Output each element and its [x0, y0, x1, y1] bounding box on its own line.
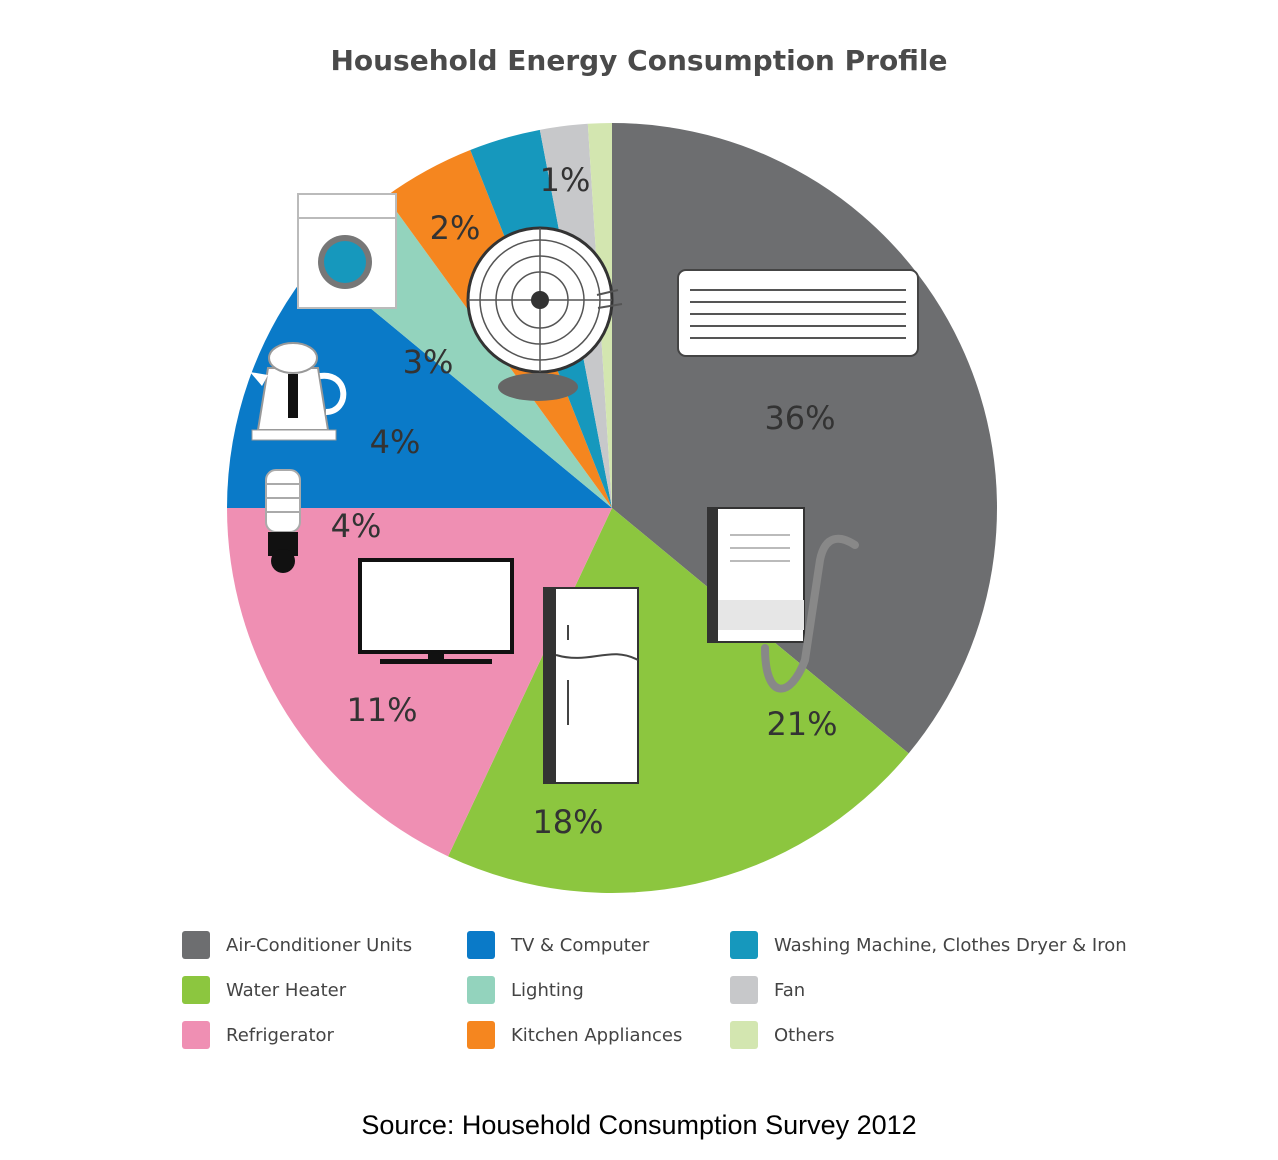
water-heater-icon: [707, 507, 859, 693]
refrigerator-icon: [543, 587, 639, 784]
slice-label: 18%: [532, 803, 603, 841]
tv-icon: [358, 558, 514, 664]
slices-layer: [227, 123, 997, 893]
kettle-icon: [250, 342, 347, 441]
slice-label: 1%: [540, 161, 591, 199]
slice-label: 4%: [331, 507, 382, 545]
washing-machine-icon: [297, 193, 397, 309]
chart-title: Household Energy Consumption Profile: [330, 44, 948, 77]
slice-label: 21%: [766, 705, 837, 743]
source-note: Source: Household Consumption Survey 201…: [361, 1110, 917, 1140]
fan-icon: [466, 226, 623, 401]
slice-label: 4%: [370, 423, 421, 461]
labels-layer: 36% 21% 18% 11% 4% 4% 3% 2% 1%: [331, 161, 838, 841]
pie-slice: [227, 262, 612, 508]
pie-slice: [448, 508, 909, 893]
slice-label: 36%: [764, 399, 835, 437]
slice-label: 3%: [403, 343, 454, 381]
pie-slice: [227, 508, 612, 857]
slice-label: 2%: [430, 209, 481, 247]
icons-layer: [250, 193, 919, 784]
slice-label: 11%: [346, 691, 417, 729]
air-conditioner-icon: [677, 269, 919, 357]
light-bulb-icon: [265, 469, 301, 573]
